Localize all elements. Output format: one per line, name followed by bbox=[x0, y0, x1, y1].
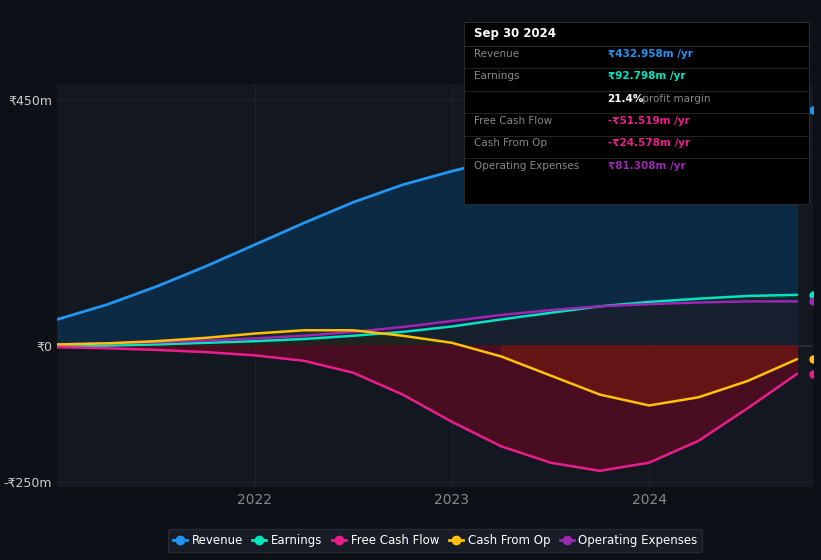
Text: Free Cash Flow: Free Cash Flow bbox=[474, 116, 552, 126]
Text: -₹51.519m /yr: -₹51.519m /yr bbox=[608, 116, 690, 126]
Text: ₹432.958m /yr: ₹432.958m /yr bbox=[608, 49, 692, 59]
Text: Revenue: Revenue bbox=[474, 49, 519, 59]
Text: profit margin: profit margin bbox=[639, 94, 710, 104]
Text: ₹92.798m /yr: ₹92.798m /yr bbox=[608, 71, 685, 81]
Text: Earnings: Earnings bbox=[474, 71, 519, 81]
Text: 21.4%: 21.4% bbox=[608, 94, 644, 104]
Text: Cash From Op: Cash From Op bbox=[474, 138, 547, 148]
Text: ₹81.308m /yr: ₹81.308m /yr bbox=[608, 161, 686, 171]
Text: Sep 30 2024: Sep 30 2024 bbox=[474, 27, 556, 40]
Legend: Revenue, Earnings, Free Cash Flow, Cash From Op, Operating Expenses: Revenue, Earnings, Free Cash Flow, Cash … bbox=[167, 529, 703, 552]
Text: Operating Expenses: Operating Expenses bbox=[474, 161, 579, 171]
Text: -₹24.578m /yr: -₹24.578m /yr bbox=[608, 138, 690, 148]
